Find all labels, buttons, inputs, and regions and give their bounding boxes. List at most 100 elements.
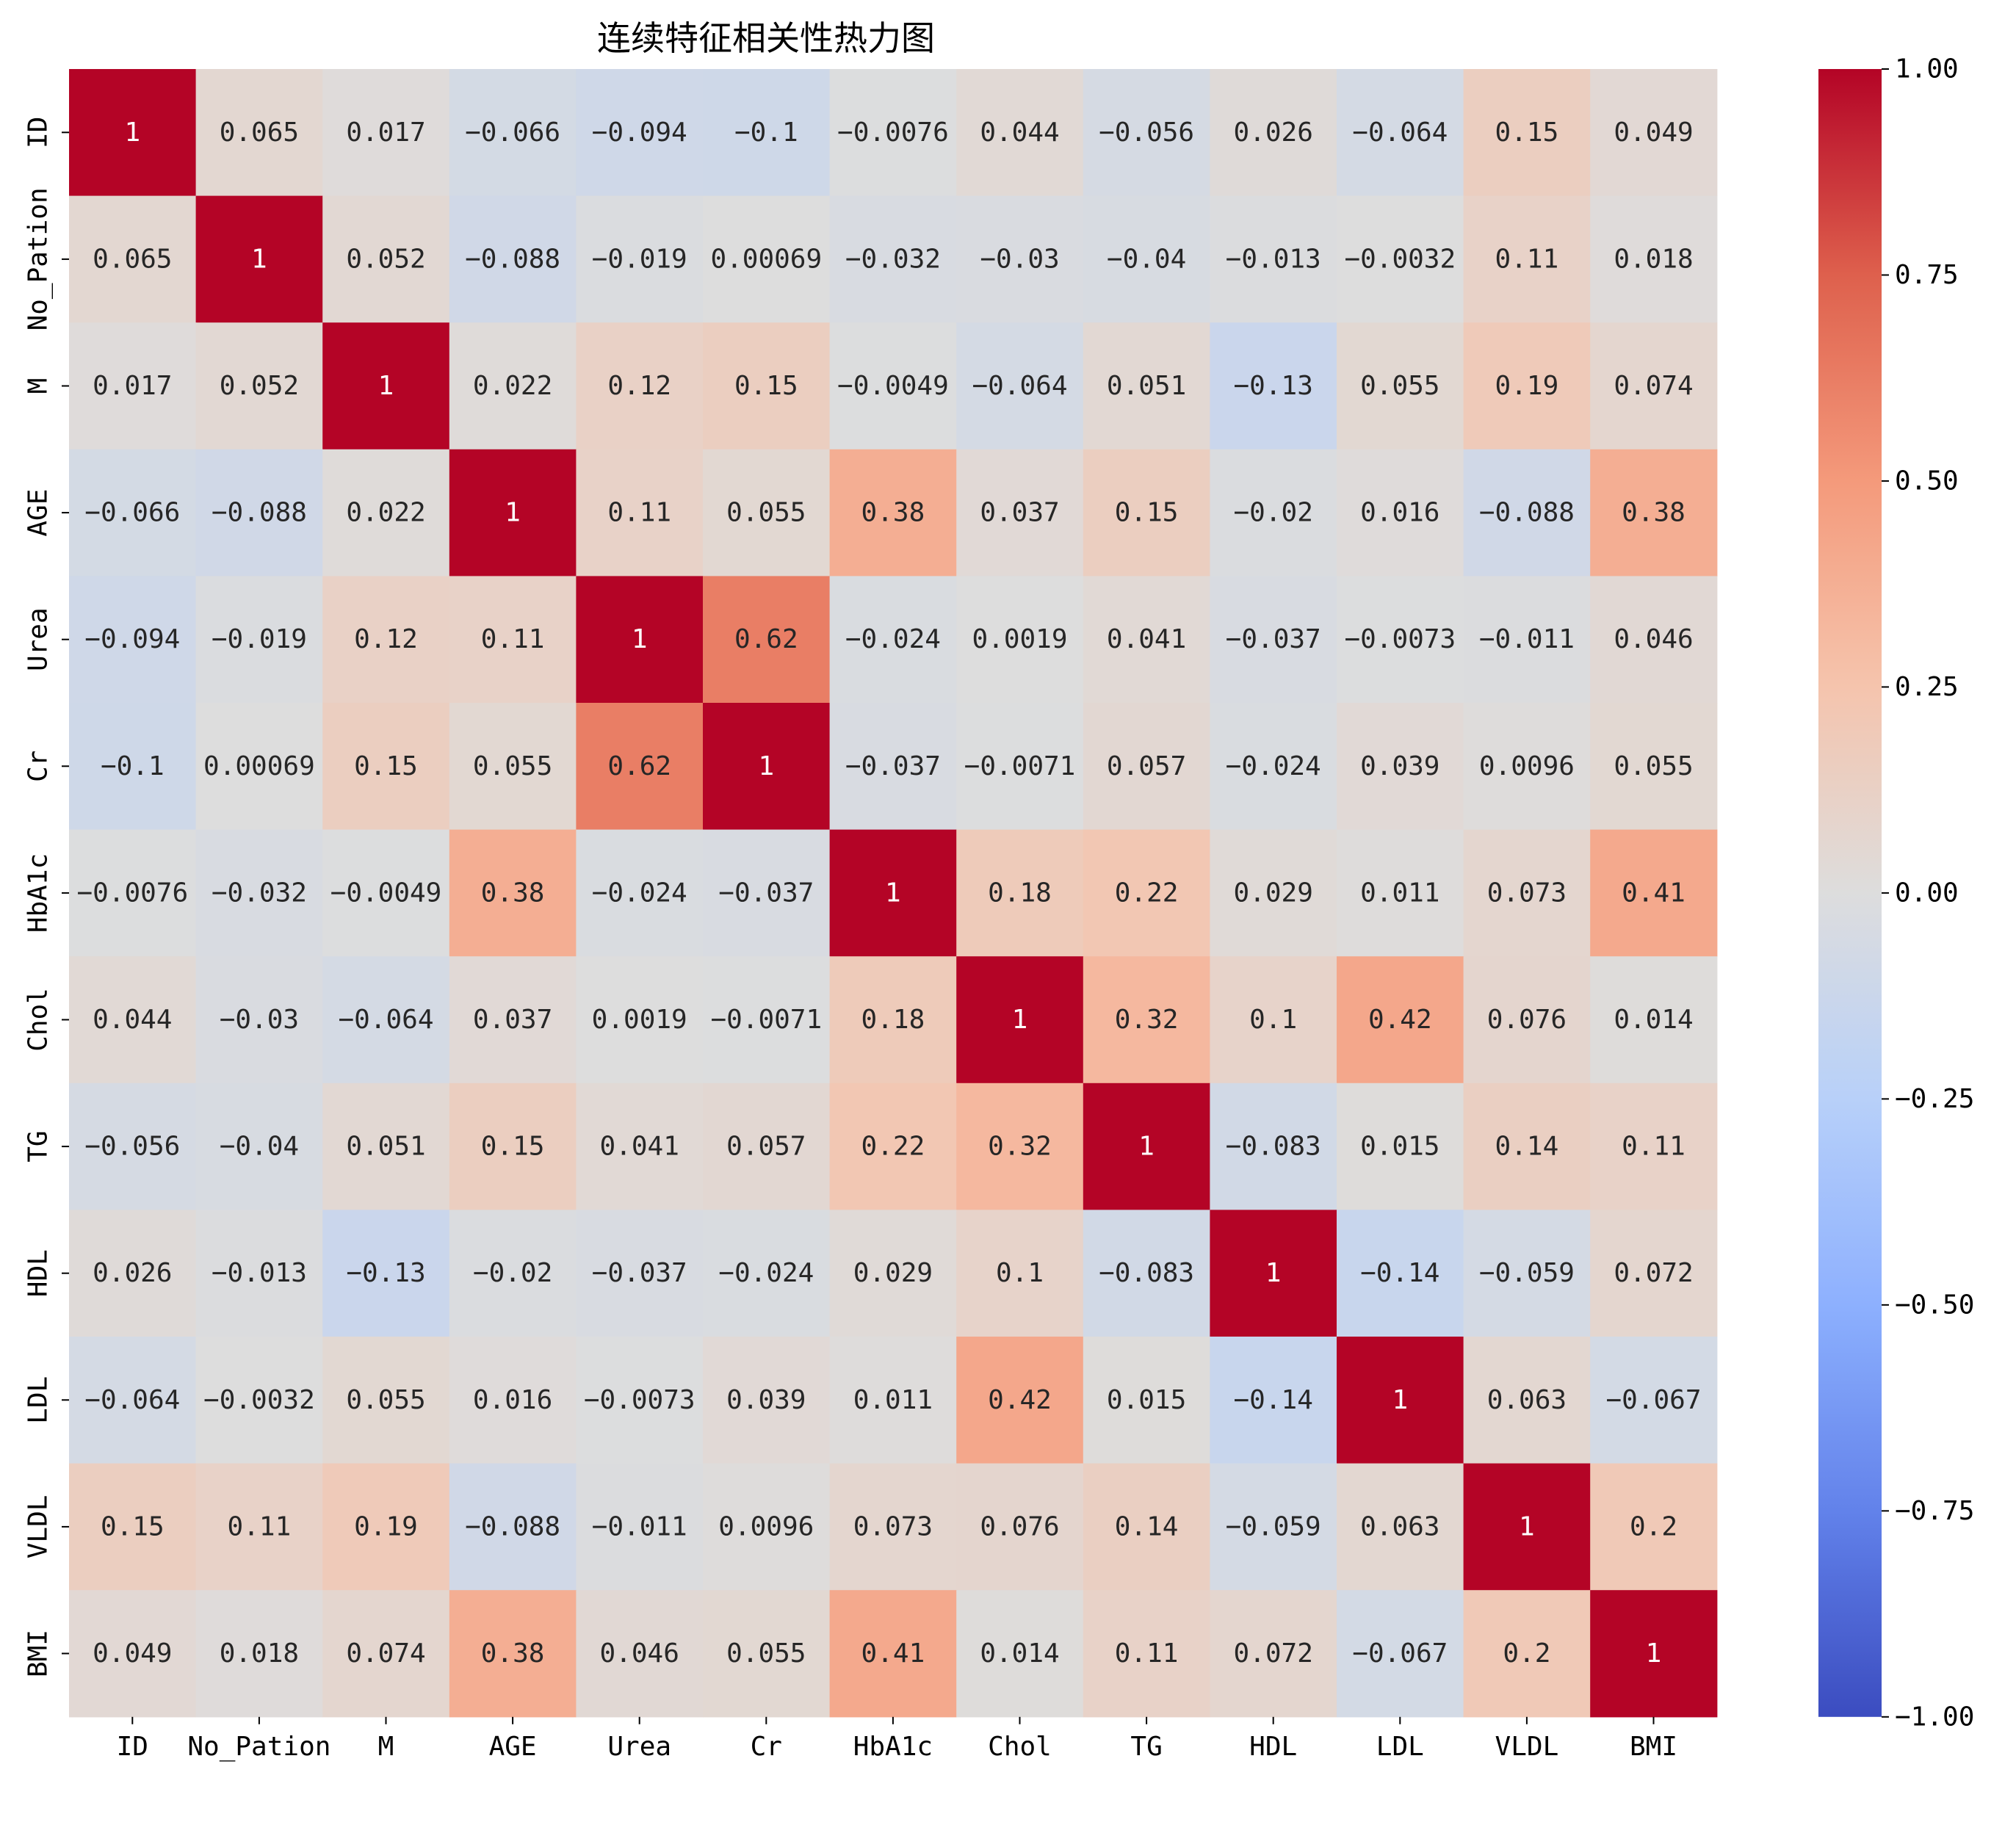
heatmap-cell-Urea-HbA1c bbox=[829, 576, 957, 704]
cell-value-label: −0.013 bbox=[212, 1258, 307, 1288]
y-tick-label-Chol: Chol bbox=[24, 988, 54, 1052]
y-tick-label-Urea: Urea bbox=[24, 607, 54, 671]
y-tick-label-M: M bbox=[24, 378, 54, 394]
cell-value-label: −0.02 bbox=[1234, 498, 1313, 528]
heatmap-cell-LDL-TG bbox=[1083, 1337, 1210, 1464]
cell-value-label: −0.1 bbox=[101, 751, 165, 781]
cell-value-label: 0.14 bbox=[1495, 1132, 1559, 1162]
heatmap-cell-Chol-HDL bbox=[1210, 956, 1337, 1084]
heatmap-cell-Chol-HbA1c bbox=[829, 956, 957, 1084]
cell-value-label: 1 bbox=[1392, 1385, 1408, 1415]
cell-value-label: 0.026 bbox=[93, 1258, 172, 1288]
cell-value-label: 0.055 bbox=[726, 498, 806, 528]
heatmap-cell-Chol-Cr bbox=[703, 956, 831, 1084]
heatmap-cell-LDL-Urea bbox=[576, 1337, 704, 1464]
cell-value-label: 0.0019 bbox=[592, 1005, 687, 1035]
cell-value-label: 0.037 bbox=[473, 1005, 552, 1035]
heatmap-cell-Chol-ID bbox=[69, 956, 197, 1084]
cell-value-label: 0.065 bbox=[93, 244, 172, 274]
cell-value-label: 0.049 bbox=[93, 1638, 172, 1669]
heatmap-cell-Cr-TG bbox=[1083, 703, 1210, 831]
heatmap-cell-VLDL-ID bbox=[69, 1463, 197, 1591]
cell-value-label: 0.017 bbox=[346, 118, 425, 148]
heatmap-cell-M-AGE bbox=[449, 322, 577, 450]
heatmap-cell-HbA1c-Chol bbox=[956, 829, 1084, 957]
cell-value-label: 0.014 bbox=[1614, 1005, 1693, 1035]
cell-value-label: −0.0073 bbox=[584, 1385, 696, 1415]
heatmap-cell-VLDL-HbA1c bbox=[829, 1463, 957, 1591]
heatmap-cell-Cr-AGE bbox=[449, 703, 577, 831]
heatmap-cell-M-Urea bbox=[576, 322, 704, 450]
cell-value-label: 0.2 bbox=[1503, 1638, 1550, 1669]
heatmap-cell-Cr-HDL bbox=[1210, 703, 1337, 831]
cell-value-label: 0.22 bbox=[1115, 878, 1179, 908]
cell-value-label: −0.037 bbox=[718, 878, 814, 908]
heatmap-cell-LDL-AGE bbox=[449, 1337, 577, 1464]
cell-value-label: 0.15 bbox=[1115, 498, 1179, 528]
cell-value-label: −0.064 bbox=[1352, 118, 1448, 148]
heatmap-cell-ID-ID bbox=[69, 69, 197, 197]
heatmap-cells: 1 0.065 0.017 −0.066 −0.094 −0.1 −0.0076 0.044 −… bbox=[69, 69, 1718, 1718]
heatmap-cell-Cr-No_Pation bbox=[195, 703, 323, 831]
cell-value-label: −0.0076 bbox=[76, 878, 188, 908]
heatmap-cell-Cr-BMI bbox=[1590, 703, 1718, 831]
heatmap-cell-AGE-BMI bbox=[1590, 449, 1718, 577]
heatmap-cell-ID-Urea bbox=[576, 69, 704, 197]
cell-value-label: 0.41 bbox=[861, 1638, 925, 1669]
heatmap-cell-M-BMI bbox=[1590, 322, 1718, 450]
cell-value-label: 0.029 bbox=[1234, 878, 1313, 908]
cell-value-label: 0.018 bbox=[1614, 244, 1693, 274]
heatmap-cell-BMI-Urea bbox=[576, 1590, 704, 1718]
heatmap-cell-HDL-VLDL bbox=[1463, 1210, 1591, 1337]
cell-value-label: 0.039 bbox=[1360, 751, 1439, 781]
x-tick-label-Urea: Urea bbox=[607, 1732, 671, 1762]
x-tick-label-BMI: BMI bbox=[1630, 1732, 1677, 1762]
heatmap-cell-VLDL-LDL bbox=[1337, 1463, 1464, 1591]
x-tick-label-HDL: HDL bbox=[1249, 1732, 1297, 1762]
x-tick-label-TG: TG bbox=[1130, 1732, 1162, 1762]
heatmap-cell-HDL-AGE bbox=[449, 1210, 577, 1337]
heatmap-cell-BMI-Chol bbox=[956, 1590, 1084, 1718]
heatmap-cell-AGE-Urea bbox=[576, 449, 704, 577]
colorbar-tick-label: 0.00 bbox=[1895, 878, 1959, 908]
heatmap-cell-AGE-HbA1c bbox=[829, 449, 957, 577]
heatmap-cell-AGE-LDL bbox=[1337, 449, 1464, 577]
heatmap-cell-No_Pation-TG bbox=[1083, 195, 1210, 323]
heatmap-cell-ID-HDL bbox=[1210, 69, 1337, 197]
heatmap-cell-No_Pation-LDL bbox=[1337, 195, 1464, 323]
heatmap-cell-Chol-No_Pation bbox=[195, 956, 323, 1084]
cell-value-label: 1 bbox=[1012, 1005, 1028, 1035]
cell-value-label: 1 bbox=[632, 624, 648, 654]
cell-value-label: −0.024 bbox=[1226, 751, 1321, 781]
heatmap-cell-Urea-Cr bbox=[703, 576, 831, 704]
cell-value-label: 1 bbox=[124, 118, 140, 148]
cell-value-label: 1 bbox=[505, 498, 521, 528]
cell-value-label: −0.037 bbox=[592, 1258, 687, 1288]
cell-value-label: 1 bbox=[1265, 1258, 1282, 1288]
cell-value-label: 0.22 bbox=[861, 1132, 925, 1162]
heatmap-cell-TG-Cr bbox=[703, 1083, 831, 1210]
cell-value-label: 0.052 bbox=[220, 371, 299, 401]
cell-value-label: −0.066 bbox=[84, 498, 180, 528]
cell-value-label: −0.0071 bbox=[964, 751, 1076, 781]
heatmap-cell-LDL-ID bbox=[69, 1337, 197, 1464]
heatmap-cell-HDL-No_Pation bbox=[195, 1210, 323, 1337]
colorbar-gradient bbox=[1818, 69, 1882, 1717]
cell-value-label: 0.2 bbox=[1630, 1511, 1677, 1542]
cell-value-label: −0.019 bbox=[212, 624, 307, 654]
heatmap-cell-BMI-VLDL bbox=[1463, 1590, 1591, 1718]
heatmap-cell-Urea-AGE bbox=[449, 576, 577, 704]
cell-value-label: −0.1 bbox=[734, 118, 798, 148]
heatmap-cell-ID-AGE bbox=[449, 69, 577, 197]
heatmap-cell-M-HbA1c bbox=[829, 322, 957, 450]
cell-value-label: −0.0071 bbox=[710, 1005, 822, 1035]
heatmap-cell-LDL-Chol bbox=[956, 1337, 1084, 1464]
cell-value-label: 0.072 bbox=[1234, 1638, 1313, 1669]
cell-value-label: −0.094 bbox=[84, 624, 180, 654]
heatmap-cell-HDL-M bbox=[322, 1210, 450, 1337]
heatmap-cell-AGE-M bbox=[322, 449, 450, 577]
cell-value-label: 0.063 bbox=[1487, 1385, 1567, 1415]
cell-value-label: −0.088 bbox=[212, 498, 307, 528]
heatmap-cell-No_Pation-HbA1c bbox=[829, 195, 957, 323]
colorbar-tick-label: −0.50 bbox=[1895, 1290, 1974, 1320]
